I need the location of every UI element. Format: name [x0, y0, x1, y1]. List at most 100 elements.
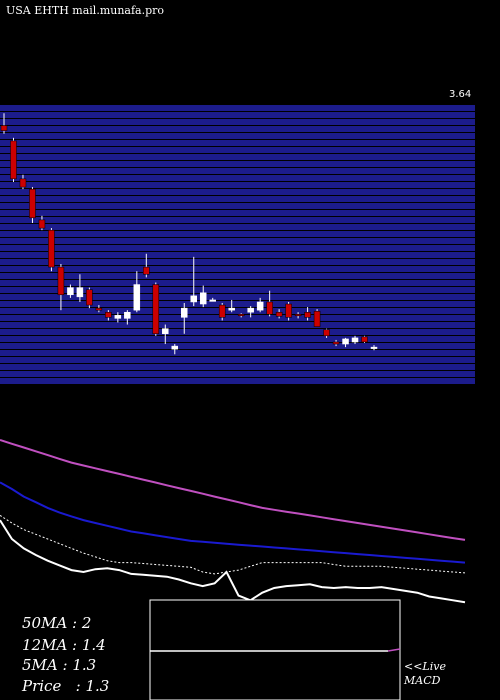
price-band — [0, 315, 475, 321]
macd-live-label: <<Live — [404, 660, 446, 673]
price-band — [0, 287, 475, 293]
price-band — [0, 301, 475, 307]
ma5-readout: 5MA : 1.3 — [22, 656, 97, 674]
price-band — [0, 364, 475, 370]
price-reference-label: 3.64 — [449, 89, 472, 100]
macd-signal-line — [387, 648, 401, 652]
candle-down — [95, 307, 103, 311]
price-band — [0, 196, 475, 202]
candle-down — [218, 304, 226, 318]
macd-name-label: MACD — [404, 674, 441, 687]
price-band — [0, 350, 475, 356]
price-band — [0, 147, 475, 153]
candle-up — [370, 346, 378, 349]
price-band — [0, 161, 475, 167]
price-band — [0, 329, 475, 335]
candle-down — [285, 303, 292, 318]
candle-down — [86, 289, 93, 306]
price-band — [0, 133, 475, 139]
price-band — [0, 294, 475, 300]
macd-label: <<Live MACD — [404, 660, 446, 688]
candle-up — [256, 301, 264, 311]
candle-up — [76, 287, 84, 298]
price-band — [0, 322, 475, 328]
candle-down — [48, 229, 55, 268]
price-band — [0, 168, 475, 174]
ma-lines — [0, 439, 466, 604]
candle-up — [124, 311, 131, 319]
candle-down — [143, 266, 150, 275]
candle-down — [266, 301, 273, 315]
candle-down — [237, 314, 245, 317]
price-band — [0, 140, 475, 146]
candle-down — [0, 125, 8, 131]
price-band — [0, 280, 475, 286]
price-band — [0, 112, 475, 118]
price-band — [0, 119, 475, 125]
candle-down — [304, 311, 311, 318]
price-band — [0, 336, 475, 342]
macd_line-line — [0, 519, 466, 604]
candle-down — [152, 284, 160, 335]
candles — [0, 113, 378, 355]
price-band — [0, 378, 475, 384]
candle-down — [313, 310, 321, 327]
ma12-readout: 12MA : 1.4 — [22, 636, 106, 654]
price-band — [0, 259, 475, 265]
price-band — [0, 245, 475, 251]
price-band — [0, 105, 475, 111]
price-band — [0, 182, 475, 188]
price-band — [0, 273, 475, 279]
candle-up — [199, 292, 207, 305]
price-band — [0, 343, 475, 349]
candle-down — [29, 188, 36, 219]
candle-up — [171, 345, 179, 350]
price-band — [0, 357, 475, 363]
price-band — [0, 231, 475, 237]
price-band — [0, 189, 475, 195]
candle-down — [19, 178, 27, 188]
price-band — [0, 308, 475, 314]
price-bands — [0, 105, 475, 384]
candle-down — [10, 140, 17, 180]
chart-title: USA EHTH mail.munafa.pro — [6, 4, 165, 17]
candle-up — [190, 295, 197, 303]
candle-up — [209, 299, 216, 302]
candle-up — [67, 287, 74, 296]
price-band — [0, 238, 475, 244]
price-band — [0, 252, 475, 258]
candle-up — [228, 307, 235, 311]
price-band — [0, 217, 475, 223]
candle-up — [247, 307, 254, 313]
candle-up — [133, 284, 141, 311]
ma50-readout: 50MA : 2 — [22, 614, 92, 632]
ma5-line — [0, 514, 466, 575]
price-band — [0, 371, 475, 377]
candle-up — [114, 315, 122, 319]
candle-down — [323, 329, 330, 337]
price-band — [0, 224, 475, 230]
price-band — [0, 266, 475, 272]
macd-panel — [149, 599, 401, 700]
ma12-line — [0, 481, 466, 564]
candle-down — [294, 314, 302, 317]
price-band — [0, 210, 475, 216]
candle-down — [38, 219, 46, 229]
candle-down — [105, 311, 112, 318]
candle-up — [351, 337, 359, 343]
price-band — [0, 175, 475, 181]
candle-down — [361, 336, 368, 343]
ma50-line — [0, 439, 466, 541]
price-band — [0, 203, 475, 209]
candle-down — [57, 266, 65, 296]
price-readout: Price : 1.3 — [22, 677, 110, 695]
price-band — [0, 154, 475, 160]
candle-up — [162, 328, 169, 335]
candle-down — [275, 311, 283, 317]
candle-up — [342, 338, 349, 345]
candle-up — [181, 307, 188, 318]
price-band — [0, 126, 475, 132]
